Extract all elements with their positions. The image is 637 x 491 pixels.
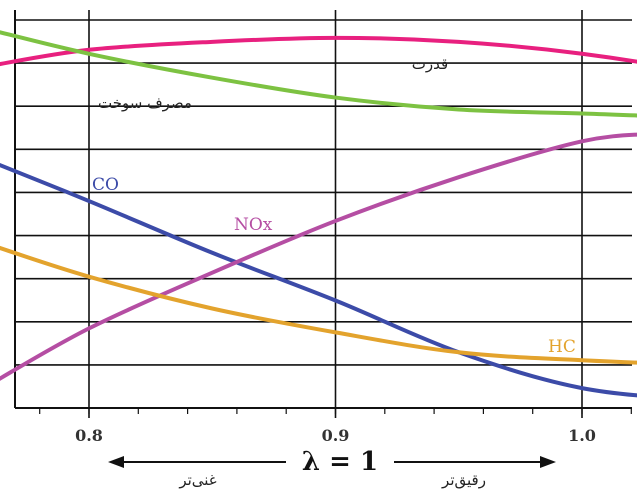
arrow-right-head	[540, 456, 556, 468]
x-tick-label: 0.8	[75, 426, 103, 445]
lambda-label: λ = 1	[302, 447, 378, 477]
series-nox-line	[0, 132, 637, 381]
label-hc: HC	[548, 337, 576, 357]
series-power-line	[0, 35, 637, 67]
label-co: CO	[92, 175, 119, 195]
x-tick-label: 1.0	[568, 426, 596, 445]
x-ticks: 0.80.91.01.11.2	[75, 426, 596, 445]
arrow-right-label: رقیق‌تر	[441, 471, 486, 489]
label-nox: NOx	[234, 215, 273, 235]
x-tick-label: 0.9	[322, 426, 350, 445]
arrow-left-head	[108, 456, 124, 468]
label-fuel: مصرف سوخت	[98, 94, 192, 112]
grid	[14, 10, 632, 418]
series-co-line	[0, 162, 637, 398]
label-power: قدرت	[412, 55, 448, 73]
series-lines	[0, 30, 637, 398]
series-fuel-line	[0, 30, 637, 118]
arrow-left-label: غنی‌تر	[178, 471, 216, 489]
series-hc-line	[0, 245, 637, 365]
